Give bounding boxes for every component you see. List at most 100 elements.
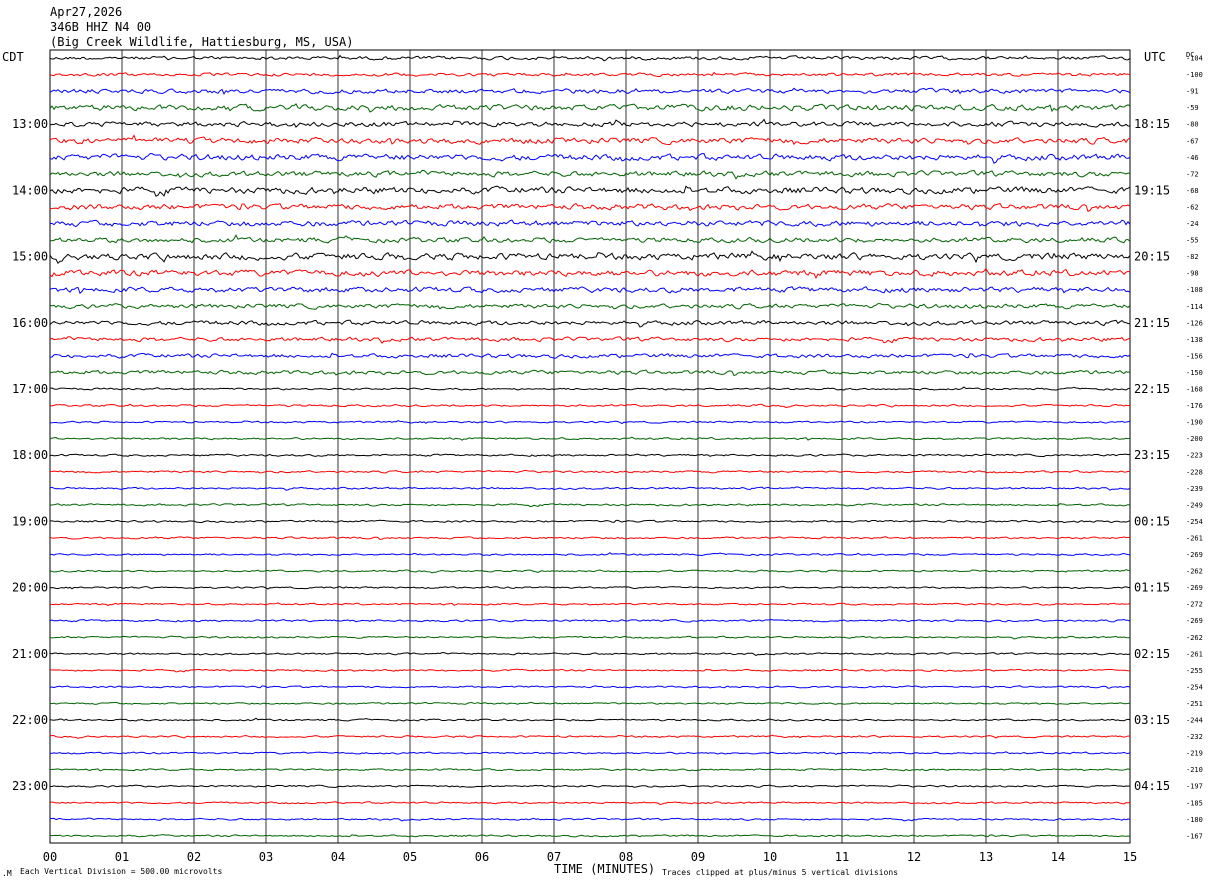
dc-offset-label: -251 bbox=[1186, 700, 1203, 708]
left-hour-label: 19:00 bbox=[12, 514, 48, 528]
dc-offset-label: -104 bbox=[1186, 55, 1203, 63]
dc-offset-label: -68 bbox=[1186, 187, 1199, 195]
header-location: (Big Creek Wildlife, Hattiesburg, MS, US… bbox=[50, 35, 353, 49]
dc-offset-label: -210 bbox=[1186, 766, 1203, 774]
dc-offset-label: -180 bbox=[1186, 816, 1203, 824]
seismic-trace bbox=[49, 519, 1131, 524]
seismic-trace bbox=[49, 71, 1131, 78]
dc-offset-label: -168 bbox=[1186, 386, 1203, 394]
seismic-trace bbox=[49, 453, 1131, 458]
dc-offset-label: -72 bbox=[1186, 170, 1199, 178]
dc-offset-label: -255 bbox=[1186, 667, 1203, 675]
right-hour-label: 02:15 bbox=[1134, 647, 1170, 661]
seismic-trace bbox=[49, 768, 1131, 772]
seismic-trace bbox=[49, 701, 1131, 705]
seismic-trace bbox=[49, 652, 1131, 657]
dc-offset-label: -244 bbox=[1186, 717, 1203, 725]
dc-offset-label: -91 bbox=[1186, 88, 1199, 96]
x-tick-label: 11 bbox=[835, 850, 849, 864]
seismic-trace bbox=[49, 470, 1131, 474]
right-hour-label: 21:15 bbox=[1134, 316, 1170, 330]
dc-label: DC bbox=[1186, 51, 1194, 59]
dc-offset-label: -100 bbox=[1186, 71, 1203, 79]
x-tick-label: 14 bbox=[1051, 850, 1065, 864]
dc-offset-label: -55 bbox=[1186, 237, 1199, 245]
left-axis-label: CDT bbox=[2, 50, 24, 64]
dc-offset-label: -262 bbox=[1186, 634, 1203, 642]
seismic-trace bbox=[49, 801, 1131, 805]
dc-offset-label: -185 bbox=[1186, 799, 1203, 807]
left-hour-label: 17:00 bbox=[12, 382, 48, 396]
seismic-trace bbox=[49, 54, 1131, 62]
x-tick-label: 01 bbox=[115, 850, 129, 864]
seismic-trace bbox=[49, 486, 1131, 491]
dc-offset-label: -82 bbox=[1186, 253, 1199, 261]
dc-offset-label: -150 bbox=[1186, 369, 1203, 377]
seismic-trace bbox=[49, 420, 1131, 425]
dc-offset-label: -67 bbox=[1186, 137, 1199, 145]
dc-offset-label: -156 bbox=[1186, 352, 1203, 360]
left-hour-label: 20:00 bbox=[12, 581, 48, 595]
x-tick-label: 15 bbox=[1123, 850, 1137, 864]
dc-offset-label: -200 bbox=[1186, 435, 1203, 443]
seismic-trace bbox=[49, 619, 1131, 623]
seismic-trace bbox=[49, 552, 1131, 557]
footer-left-note: Each Vertical Division = 500.00 microvol… bbox=[20, 867, 222, 876]
seismic-trace bbox=[49, 717, 1131, 722]
footer-right-note: Traces clipped at plus/minus 5 vertical … bbox=[662, 868, 898, 877]
dc-offset-label: -232 bbox=[1186, 733, 1203, 741]
seismic-trace bbox=[49, 153, 1131, 164]
dc-offset-label: -239 bbox=[1186, 485, 1203, 493]
right-hour-label: 00:15 bbox=[1134, 514, 1170, 528]
corner-mark: .M bbox=[2, 869, 12, 878]
seismic-trace bbox=[49, 103, 1131, 113]
seismic-trace bbox=[49, 834, 1131, 838]
seismic-trace bbox=[49, 784, 1131, 788]
x-tick-labels: 00 01 02 03 04 05 06 07 08 09 10 11 12 13 14 15 bbox=[43, 850, 1137, 864]
right-hour-label: 20:15 bbox=[1134, 250, 1170, 264]
x-tick-label: 13 bbox=[979, 850, 993, 864]
right-hour-label: 23:15 bbox=[1134, 448, 1170, 462]
left-hour-label: 23:00 bbox=[12, 779, 48, 793]
seismic-trace bbox=[49, 635, 1131, 640]
seismic-trace bbox=[49, 369, 1131, 377]
left-hour-labels: 13:00 14:00 15:00 16:00 17:00 18:00 19:00 20:00… bbox=[12, 117, 48, 793]
seismic-trace bbox=[49, 219, 1131, 228]
left-hour-label: 13:00 bbox=[12, 117, 48, 131]
seismic-trace bbox=[49, 202, 1131, 213]
seismic-trace bbox=[49, 668, 1131, 673]
x-axis-title: TIME (MINUTES) bbox=[554, 862, 655, 876]
left-hour-label: 21:00 bbox=[12, 647, 48, 661]
seismic-trace bbox=[49, 503, 1131, 508]
right-hour-label: 01:15 bbox=[1134, 581, 1170, 595]
x-tick-label: 12 bbox=[907, 850, 921, 864]
right-hour-labels: 18:15 19:15 20:15 21:15 22:15 23:15 00:15 01:15… bbox=[1134, 117, 1170, 793]
dc-offset-label: -126 bbox=[1186, 319, 1203, 327]
dc-offset-label: -46 bbox=[1186, 154, 1199, 162]
x-tick-label: 07 bbox=[547, 850, 561, 864]
seismic-trace bbox=[49, 734, 1131, 739]
seismic-trace bbox=[49, 536, 1131, 540]
seismic-trace bbox=[49, 751, 1131, 756]
dc-offset-label: -138 bbox=[1186, 336, 1203, 344]
dc-offset-label: -59 bbox=[1186, 104, 1199, 112]
dc-offset-label: -223 bbox=[1186, 452, 1203, 460]
left-hour-label: 14:00 bbox=[12, 183, 48, 197]
dc-offset-label: -219 bbox=[1186, 750, 1203, 758]
seismic-trace bbox=[49, 134, 1131, 146]
trace-group bbox=[49, 54, 1131, 838]
x-tick-label: 06 bbox=[475, 850, 489, 864]
dc-offset-label: -24 bbox=[1186, 220, 1199, 228]
plot-grid bbox=[49, 49, 1131, 844]
dc-offset-labels: -104 -100 -91 -59 -80 -67 -46 -72 -68 -62 -24 -55 -8… bbox=[1186, 55, 1203, 841]
dc-offset-label: -98 bbox=[1186, 270, 1199, 278]
header-date: Apr27,2026 bbox=[50, 5, 122, 19]
x-tick-label: 00 bbox=[43, 850, 57, 864]
dc-offset-label: -261 bbox=[1186, 650, 1203, 658]
header-station: 346B HHZ N4 00 bbox=[50, 20, 151, 34]
dc-offset-label: -167 bbox=[1186, 832, 1203, 840]
seismic-trace bbox=[49, 286, 1131, 295]
seismic-trace bbox=[49, 685, 1131, 689]
seismic-trace bbox=[49, 87, 1131, 96]
x-tick-label: 02 bbox=[187, 850, 201, 864]
